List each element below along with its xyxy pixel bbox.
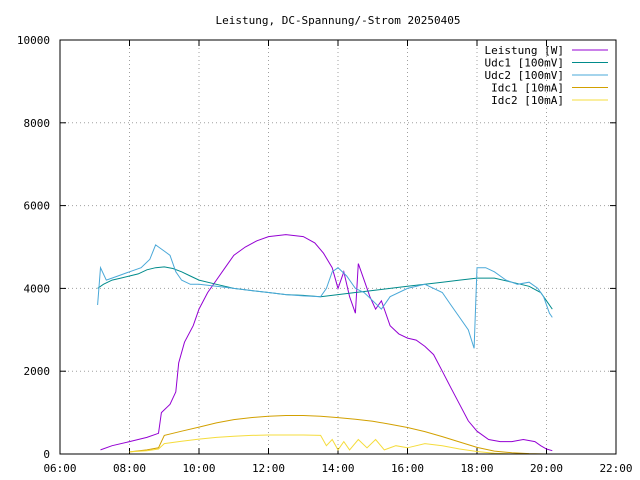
y-tick-label: 4000 xyxy=(24,282,51,295)
y-tick-label: 2000 xyxy=(24,365,51,378)
x-tick-label: 20:00 xyxy=(530,462,563,475)
x-tick-label: 18:00 xyxy=(460,462,493,475)
legend-label: Idc2 [10mA] xyxy=(491,94,564,107)
legend-label: Udc2 [100mV] xyxy=(485,69,564,82)
x-tick-label: 06:00 xyxy=(43,462,76,475)
y-tick-label: 10000 xyxy=(17,34,50,47)
x-tick-label: 12:00 xyxy=(252,462,285,475)
y-tick-label: 0 xyxy=(43,448,50,461)
x-tick-label: 08:00 xyxy=(113,462,146,475)
x-tick-label: 10:00 xyxy=(182,462,215,475)
grid-lines xyxy=(60,40,616,454)
series-line-5 xyxy=(129,434,512,455)
y-tick-label: 6000 xyxy=(24,200,51,213)
x-tick-label: 16:00 xyxy=(391,462,424,475)
legend: Leistung [W]Udc1 [100mV]Udc2 [100mV]Idc1… xyxy=(485,44,608,107)
legend-label: Leistung [W] xyxy=(485,44,564,57)
series-line-1 xyxy=(100,234,553,452)
series-line-3 xyxy=(97,244,553,349)
series-line-4 xyxy=(129,415,547,455)
legend-label: Idc1 [10mA] xyxy=(491,82,564,95)
x-tick-label: 14:00 xyxy=(321,462,354,475)
legend-label: Udc1 [100mV] xyxy=(485,57,564,70)
axis-ticks: 06:00 08:00 10:00 12:00 14:00 16:00 18:00 20:00… xyxy=(17,34,633,475)
chart-title: Leistung, DC-Spannung/-Strom 20250405 xyxy=(215,14,460,27)
plot-frame xyxy=(59,39,617,455)
series-lines xyxy=(97,234,553,455)
x-tick-label: 22:00 xyxy=(599,462,632,475)
y-tick-label: 8000 xyxy=(24,117,51,130)
